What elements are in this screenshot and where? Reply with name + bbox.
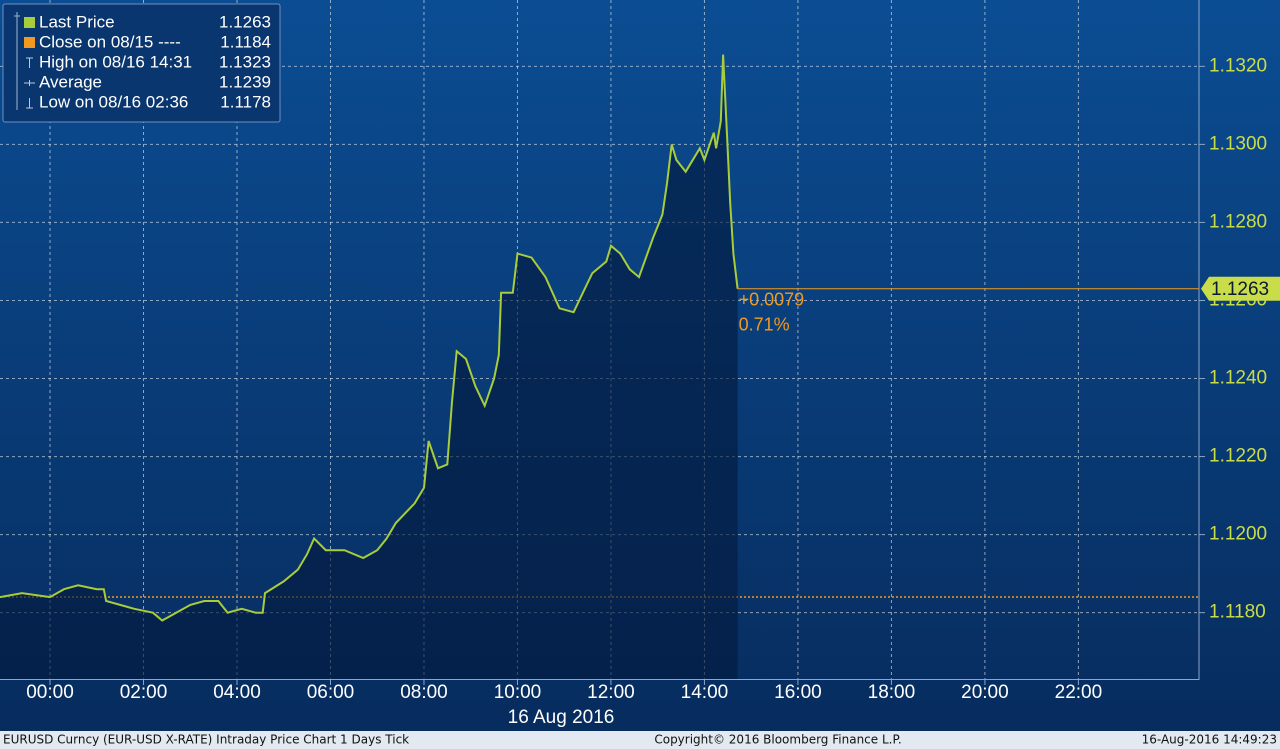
y-tick-label: 1.1220 (1209, 446, 1267, 467)
legend-value: 1.1323 (219, 52, 271, 71)
y-tick-label: 1.1300 (1209, 133, 1267, 154)
x-tick-label: 18:00 (868, 682, 916, 703)
legend-label: Average (39, 72, 102, 91)
legend-icon (26, 98, 33, 109)
price-line (0, 54, 739, 622)
legend-label: Low on 08/16 02:36 (39, 92, 188, 111)
x-tick-label: 00:00 (26, 682, 74, 703)
x-tick-label: 02:00 (120, 682, 168, 703)
y-tick-label: 1.1180 (1209, 602, 1266, 623)
legend-label: High on 08/16 14:31 (39, 52, 192, 71)
change-label: +0.0079 (739, 290, 805, 310)
x-tick-label: 22:00 (1055, 682, 1103, 703)
legend-value: 1.1263 (219, 12, 271, 31)
x-tick-label: 10:00 (494, 682, 542, 703)
footer-bar (0, 731, 1280, 749)
x-tick-label: 08:00 (400, 682, 448, 703)
x-tick-label: 20:00 (961, 682, 1009, 703)
x-axis-label: 16 Aug 2016 (508, 707, 615, 728)
x-tick-label: 14:00 (681, 682, 729, 703)
y-tick-label: 1.1240 (1209, 368, 1267, 389)
legend-label: Close on 08/15 ---- (39, 32, 181, 51)
legend-label: Last Price (39, 12, 115, 31)
last-price-tag (1201, 276, 1280, 301)
x-tick-label: 06:00 (307, 682, 355, 703)
last-price-tag-label: 1.1263 (1211, 279, 1269, 300)
footer-center: Copyright© 2016 Bloomberg Finance L.P. (654, 733, 901, 747)
change-pct-label: 0.71% (739, 315, 790, 335)
legend: Last Price 1.1263 Close on 08/15 ---- 1.118… (2, 3, 281, 123)
x-tick-label: 04:00 (213, 682, 261, 703)
area-fill (0, 54, 738, 680)
legend-value: 1.1178 (220, 92, 271, 111)
y-tick-label: 1.1320 (1209, 55, 1267, 76)
legend-value: 1.1239 (219, 72, 271, 91)
legend-swatch (24, 17, 35, 28)
legend-value: 1.1184 (220, 32, 271, 51)
y-tick-label: 1.1200 (1209, 524, 1267, 545)
legend-box (2, 3, 281, 123)
y-tick-label: 1.1280 (1209, 211, 1267, 232)
legend-tree (14, 12, 20, 110)
legend-icon (26, 57, 33, 68)
footer-right: 16-Aug-2016 14:49:23 (1142, 733, 1277, 747)
footer-left: EURUSD Curncy (EUR-USD X-RATE) Intraday … (3, 733, 409, 747)
legend-icon (24, 80, 35, 86)
x-tick-label: 12:00 (587, 682, 635, 703)
x-tick-label: 16:00 (774, 682, 822, 703)
legend-swatch (24, 37, 35, 48)
